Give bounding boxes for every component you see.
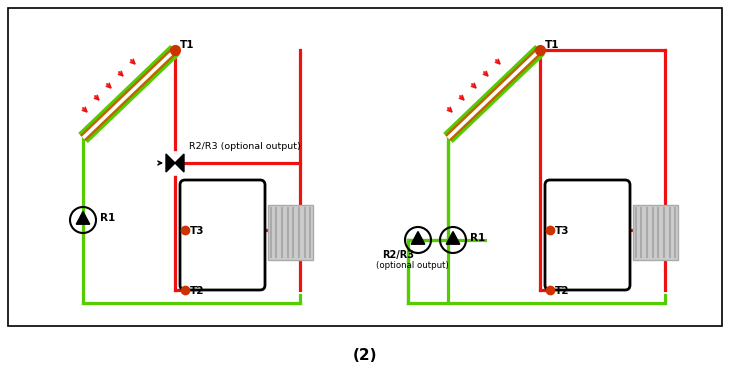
Text: T2: T2 [555,286,569,296]
FancyBboxPatch shape [545,180,630,290]
Polygon shape [166,154,175,172]
Text: R2/R3 (optional output): R2/R3 (optional output) [189,142,301,151]
Polygon shape [446,231,460,244]
Text: R1: R1 [470,233,485,243]
Bar [633,205,678,260]
Text: (optional output): (optional output) [376,261,449,270]
Text: R1: R1 [100,213,115,223]
FancyBboxPatch shape [180,180,265,290]
Text: T2: T2 [190,286,204,296]
Text: T3: T3 [555,226,569,236]
Text: R2/R3: R2/R3 [382,250,414,260]
Text: T1: T1 [545,40,559,50]
Text: T3: T3 [190,226,204,236]
Text: (2): (2) [353,347,377,362]
Polygon shape [175,154,184,172]
Polygon shape [411,231,425,244]
Text: T1: T1 [180,40,194,50]
Bar [8,8,722,326]
Bar [268,205,313,260]
Polygon shape [76,212,90,224]
